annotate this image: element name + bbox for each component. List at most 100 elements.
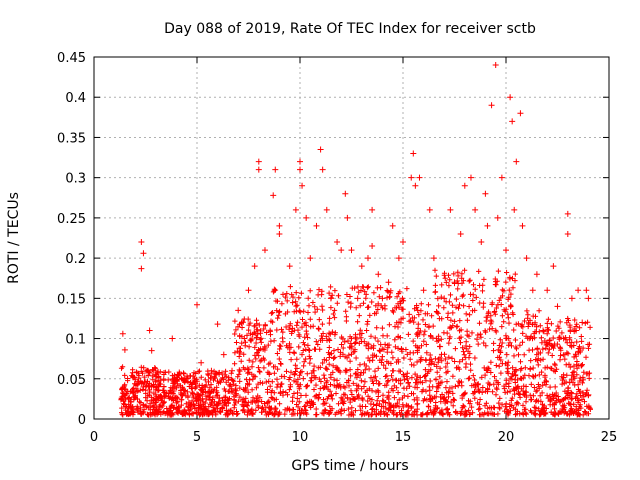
data-point: [412, 182, 419, 189]
data-point: [395, 255, 402, 262]
data-point: [509, 118, 516, 125]
data-points: [119, 62, 592, 408]
data-point: [307, 255, 314, 262]
data-point: [342, 190, 349, 197]
y-tick-label: 0: [78, 413, 86, 428]
data-point: [416, 174, 423, 181]
data-point: [494, 214, 501, 221]
data-point: [560, 335, 567, 342]
data-point: [121, 346, 128, 353]
data-point: [564, 210, 571, 217]
data-point: [540, 327, 547, 334]
data-point: [313, 222, 320, 229]
data-point: [354, 295, 361, 302]
data-point: [573, 327, 580, 334]
x-tick-label: 10: [292, 430, 309, 445]
data-point: [511, 206, 518, 213]
data-point: [467, 174, 474, 181]
data-point: [358, 263, 365, 270]
data-point: [148, 347, 155, 354]
data-point: [430, 255, 437, 262]
x-tick-label: 20: [498, 430, 515, 445]
data-point: [461, 182, 468, 189]
data-point: [169, 335, 176, 342]
data-point: [369, 206, 376, 213]
x-tick-label: 0: [90, 430, 98, 445]
data-point: [138, 265, 145, 272]
data-point: [119, 395, 126, 402]
chart-title: Day 088 of 2019, Rate Of TEC Index for r…: [164, 21, 536, 37]
data-point: [585, 295, 592, 302]
data-point: [472, 206, 479, 213]
data-point: [255, 166, 262, 173]
data-point: [229, 367, 236, 374]
y-tick-label: 0.4: [65, 91, 86, 106]
y-axis-label: ROTI / TECUs: [6, 192, 22, 284]
data-point: [544, 287, 551, 294]
data-point: [519, 222, 526, 229]
data-point: [503, 247, 509, 254]
data-point: [150, 367, 157, 374]
data-point: [327, 295, 334, 302]
data-point: [385, 279, 392, 286]
data-point: [220, 351, 227, 358]
data-point: [513, 158, 520, 165]
data-point: [379, 295, 386, 302]
data-point: [214, 321, 221, 328]
y-tick-label: 0.45: [57, 51, 86, 66]
data-point: [146, 327, 153, 334]
data-point: [583, 287, 590, 294]
y-tick-label: 0.2: [65, 252, 86, 267]
data-point: [270, 192, 277, 199]
data-point: [208, 367, 215, 374]
data-point: [119, 330, 126, 337]
data-point: [140, 383, 147, 390]
data-point: [261, 247, 268, 254]
data-point: [389, 222, 396, 229]
scatter-background-density: [118, 267, 593, 418]
y-tick-label: 0.1: [65, 333, 86, 348]
data-point: [297, 158, 303, 165]
x-tick-label: 5: [193, 430, 201, 445]
data-point: [344, 214, 351, 221]
data-point: [171, 379, 178, 386]
data-point: [529, 287, 536, 294]
data-point: [334, 239, 341, 246]
data-point: [523, 255, 530, 262]
data-point: [276, 230, 283, 237]
data-point: [484, 222, 491, 229]
data-point: [585, 391, 592, 398]
data-point: [568, 295, 575, 302]
data-point: [420, 287, 427, 294]
data-point: [152, 391, 159, 398]
data-point: [198, 359, 205, 366]
data-point: [140, 250, 147, 257]
data-point: [492, 62, 499, 69]
data-point: [241, 335, 248, 342]
data-point: [319, 166, 326, 173]
y-tick-label: 0.25: [57, 212, 86, 227]
data-point: [202, 383, 209, 390]
data-point: [564, 230, 571, 237]
data-point: [297, 166, 303, 173]
data-point: [406, 311, 413, 318]
data-point: [299, 182, 306, 189]
data-point: [323, 206, 330, 213]
data-point: [276, 222, 283, 229]
data-point: [292, 206, 299, 213]
data-point: [447, 206, 454, 213]
data-point: [183, 375, 190, 382]
data-point: [507, 94, 514, 101]
data-point: [533, 271, 540, 278]
y-tick-labels: 0 0.05 0.1 0.15 0.2 0.25 0.3 0.35 0.4 0.45: [57, 51, 86, 428]
data-point: [375, 271, 382, 278]
data-point: [517, 110, 524, 117]
data-point: [338, 247, 345, 254]
y-tick-label: 0.15: [57, 292, 86, 307]
y-tick-label: 0.3: [65, 172, 86, 187]
x-tick-labels: 0 5 10 15 20 25: [90, 430, 617, 445]
data-point: [121, 401, 128, 408]
data-point: [451, 279, 458, 286]
data-point: [488, 102, 495, 109]
data-point: [441, 295, 448, 302]
